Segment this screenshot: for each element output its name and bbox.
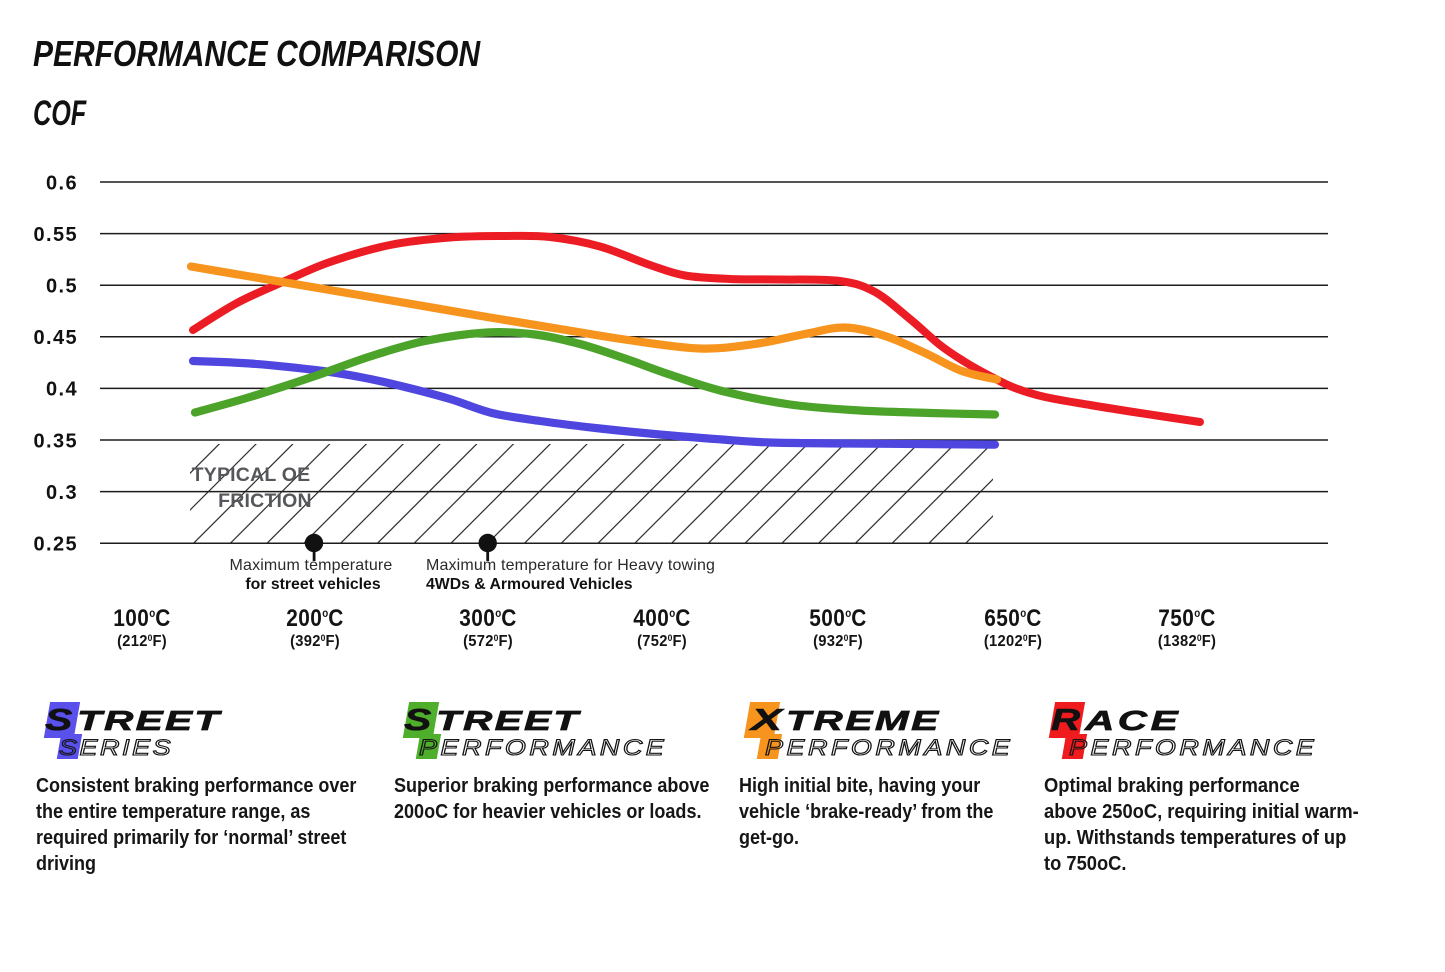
svg-text:0.6: 0.6 (46, 172, 78, 194)
svg-text:0.5: 0.5 (46, 276, 78, 298)
svg-text:0.3: 0.3 (46, 482, 78, 504)
svg-text:0.4: 0.4 (46, 379, 78, 401)
svg-text:0.35: 0.35 (33, 430, 78, 452)
svg-text:0.55: 0.55 (33, 224, 78, 246)
svg-text:0.45: 0.45 (33, 327, 78, 349)
svg-text:TYPICAL OE: TYPICAL OE (192, 464, 311, 486)
svg-text:FRICTION: FRICTION (218, 490, 312, 512)
svg-text:0.25: 0.25 (33, 534, 78, 556)
